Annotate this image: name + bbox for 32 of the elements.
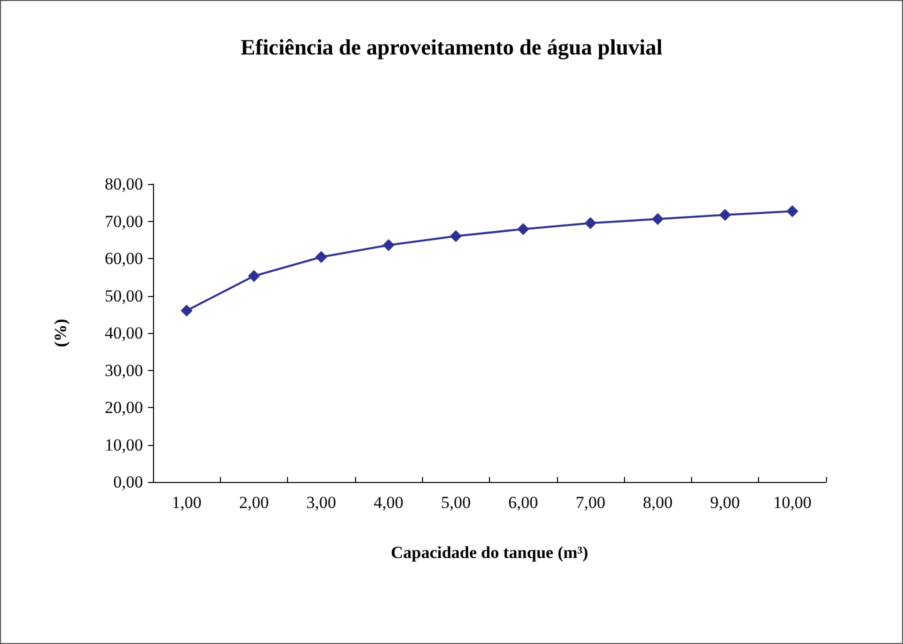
x-tick-label: 7,00 [576, 493, 606, 512]
y-axis-title: (%) [51, 318, 70, 348]
x-axis-title: Capacidade do tanque (m³) [390, 543, 588, 562]
x-tick-label: 1,00 [172, 493, 202, 512]
x-tick-label: 8,00 [642, 493, 673, 512]
y-tick-label: 60,00 [104, 249, 143, 268]
y-tick-label: 10,00 [104, 435, 143, 454]
y-tick-label: 30,00 [104, 360, 143, 380]
chart-title: Eficiência de aproveitamento de água pluvial [240, 34, 662, 60]
x-tick-label: 6,00 [508, 493, 538, 512]
y-tick-label: 0,00 [113, 472, 143, 492]
x-tick-label: 2,00 [239, 493, 269, 512]
point [180, 304, 193, 317]
point [652, 213, 664, 226]
x-tick-label: 10,00 [773, 493, 812, 512]
y-tick-label: 40,00 [104, 324, 143, 342]
point [517, 223, 530, 236]
x-tick-label: 9,00 [710, 493, 740, 512]
y-tick-label: 50,00 [104, 286, 143, 306]
point [786, 205, 798, 218]
point [584, 217, 596, 230]
x-tick-label: 5,00 [440, 493, 471, 512]
y-tick-label: 80,00 [104, 174, 143, 194]
point [450, 230, 462, 242]
point [382, 239, 395, 252]
point [719, 208, 732, 221]
y-tick-label: 20,00 [104, 398, 143, 417]
y-tick-label: 70,00 [104, 212, 143, 231]
x-tick-label: 4,00 [374, 493, 404, 512]
point [315, 251, 328, 264]
x-tick-label: 3,00 [306, 493, 336, 512]
point [248, 270, 260, 282]
